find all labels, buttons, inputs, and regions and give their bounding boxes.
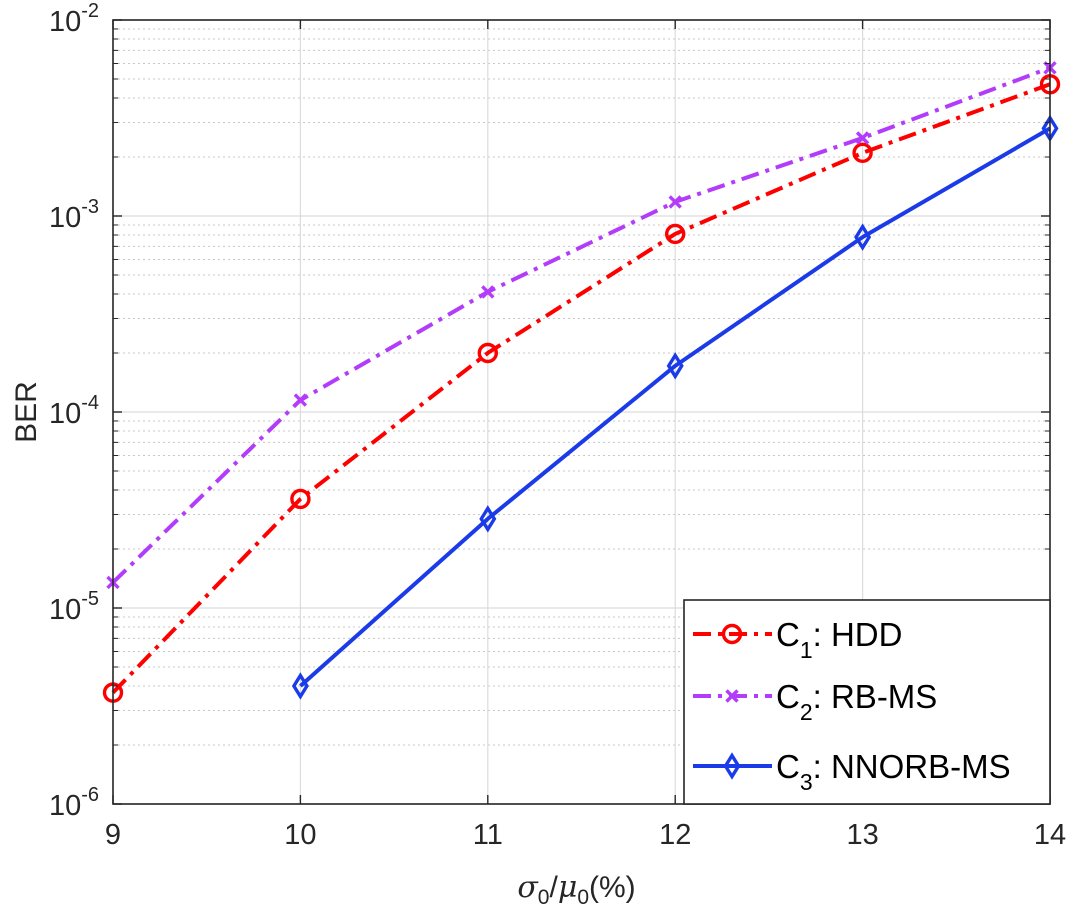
legend-label-main: C — [776, 678, 800, 715]
legend-label-sub: 3 — [800, 769, 813, 795]
x-tick-label: 11 — [473, 819, 503, 851]
legend-label-rest: : HDD — [813, 616, 903, 653]
x-label-sub1: 0 — [538, 886, 550, 909]
y-tick-base: 10 — [49, 790, 81, 822]
x-tick-label: 10 — [284, 819, 316, 851]
y-axis-label: BER — [10, 381, 43, 443]
x-label-mu: μ — [558, 870, 578, 905]
y-tick-base: 10 — [49, 202, 81, 234]
legend-label-rest: : RB-MS — [813, 678, 938, 715]
x-label-sub2: 0 — [577, 886, 589, 909]
x-tick-label: 14 — [1034, 819, 1066, 851]
legend-label-main: C — [776, 616, 800, 653]
legend-label-sub: 1 — [800, 637, 813, 663]
ber-line-chart: 9 10 11 12 13 14 10-610-510-410-310-2 BER σ0/… — [0, 0, 1069, 914]
y-tick-exponent: -6 — [81, 784, 99, 806]
y-tick-exponent: -5 — [81, 588, 99, 610]
x-tick-label: 12 — [659, 819, 691, 851]
y-tick-exponent: -2 — [81, 0, 99, 22]
legend-label-main: C — [776, 748, 800, 785]
y-tick-base: 10 — [49, 398, 81, 430]
x-axis-label: σ0/μ0(%) — [517, 870, 635, 909]
legend-label-rest: : NNORB-MS — [813, 748, 1011, 785]
y-tick-base: 10 — [49, 594, 81, 626]
y-tick-exponent: -3 — [81, 196, 99, 218]
x-label-suffix: (%) — [589, 871, 636, 904]
x-tick-label: 9 — [105, 819, 121, 851]
y-tick-exponent: -4 — [81, 392, 99, 414]
y-tick-base: 10 — [49, 6, 81, 38]
x-label-sigma: σ — [517, 870, 539, 905]
legend-label-sub: 2 — [800, 699, 813, 725]
x-tick-label: 13 — [846, 819, 878, 851]
